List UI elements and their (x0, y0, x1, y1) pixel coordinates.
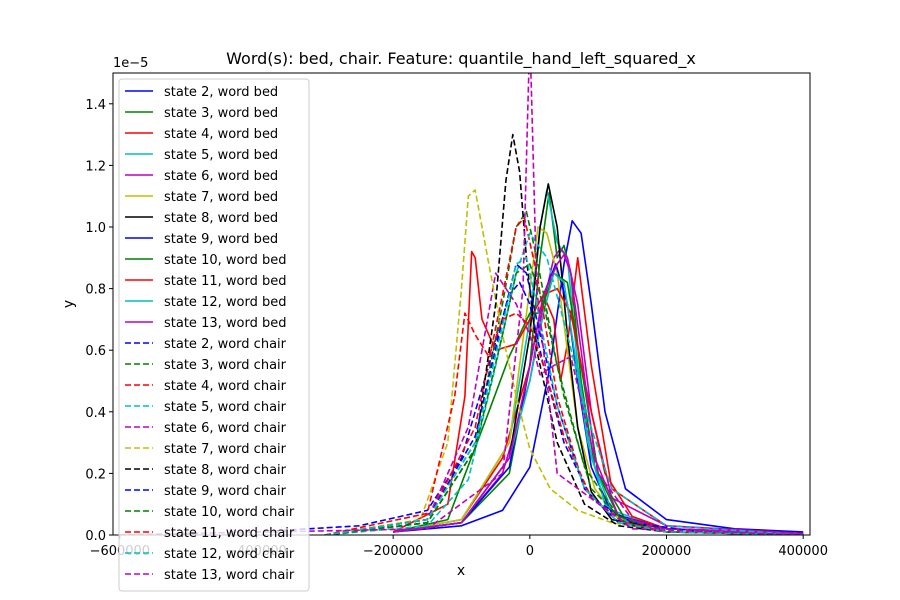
series-line-6 (393, 226, 804, 535)
series-line-10 (392, 250, 804, 535)
legend-entry: state 13, word bed (164, 316, 286, 331)
legend-entry: state 5, word chair (164, 400, 287, 415)
legend-entry: state 2, word bed (164, 85, 278, 100)
legend-entry: state 10, word bed (164, 253, 286, 268)
chart-title: Word(s): bed, chair. Feature: quantile_h… (226, 49, 696, 69)
series-line-1 (393, 220, 804, 533)
y-tick-label: 1.0 (85, 221, 106, 236)
legend-entry: state 6, word chair (164, 421, 287, 436)
legend-entry: state 10, word chair (164, 505, 295, 520)
legend-entry: state 6, word bed (164, 169, 278, 184)
plot-area-frame (112, 72, 811, 536)
series-layer (119, 73, 804, 535)
y-tick-label: 1.2 (85, 159, 106, 174)
y-tick-label: 0.4 (85, 406, 106, 421)
y-offset-label: 1e−5 (113, 56, 148, 71)
series-line-18 (324, 189, 804, 535)
legend-entry: state 8, word chair (164, 463, 287, 478)
legend-entry: state 7, word bed (164, 190, 278, 205)
legend-entry: state 9, word bed (164, 232, 278, 247)
series-line-24 (119, 73, 804, 535)
legend-entry: state 3, word bed (164, 106, 278, 121)
y-tick-label: 0.6 (85, 344, 106, 359)
legend-entry: state 8, word bed (164, 211, 278, 226)
y-tick-label: 0.0 (85, 529, 106, 544)
x-tick-label: −200000 (363, 544, 424, 559)
y-tick-label: 1.4 (85, 98, 106, 113)
legend-entry: state 7, word chair (164, 442, 287, 457)
legend-entry: state 2, word chair (164, 337, 287, 352)
legend-entry: state 11, word bed (164, 274, 286, 289)
legend-entry: state 4, word chair (164, 379, 287, 394)
legend-frame (118, 78, 310, 592)
x-tick-label: 0 (526, 544, 534, 559)
legend-entry: state 9, word chair (164, 484, 287, 499)
series-line-14 (324, 210, 804, 535)
legend-entry: state 12, word bed (164, 295, 286, 310)
legend-entry: state 12, word chair (164, 547, 295, 562)
x-tick-label: 400000 (778, 544, 828, 559)
y-tick-label: 0.8 (85, 283, 106, 298)
series-line-13 (119, 281, 804, 535)
legend-entry: state 11, word chair (164, 526, 295, 541)
series-line-19 (324, 133, 804, 535)
legend-entry: state 3, word chair (164, 358, 287, 373)
legend-entry: state 5, word bed (164, 148, 278, 163)
y-tick-label: 0.2 (85, 467, 106, 482)
series-line-17 (324, 272, 804, 535)
series-line-16 (324, 232, 804, 535)
legend: state 2, word bed state 3, word bed state … (118, 78, 310, 592)
legend-entry: state 13, word chair (164, 568, 295, 583)
legend-entry: state 4, word bed (164, 127, 278, 142)
x-tick-label: 200000 (642, 544, 692, 559)
y-axis-label: y (61, 300, 77, 308)
x-axis-label: x (457, 563, 465, 579)
